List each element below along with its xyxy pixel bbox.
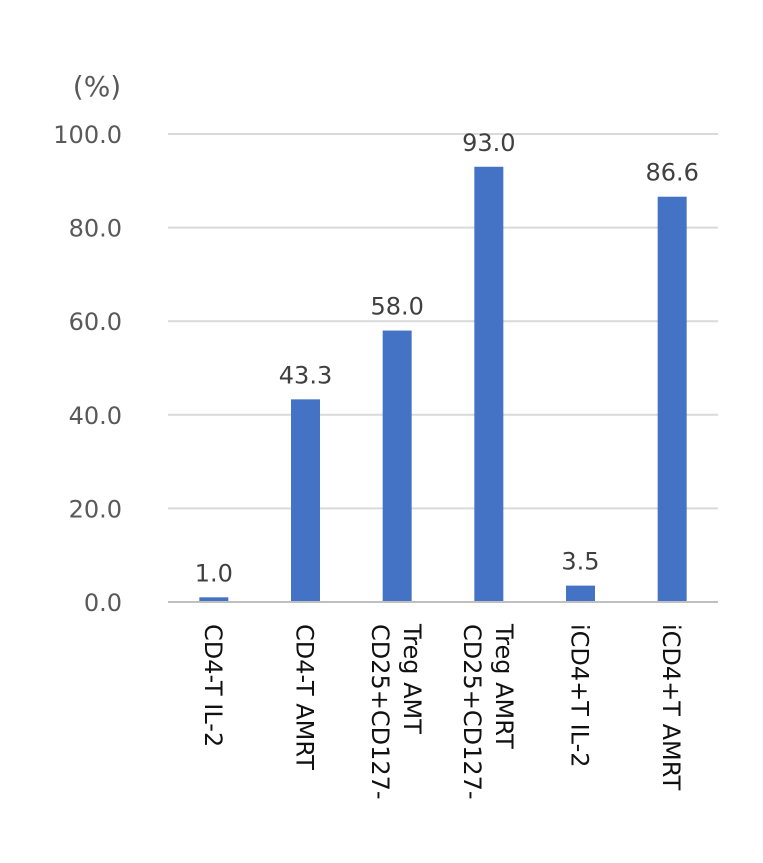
data-label-5: 86.6: [645, 159, 698, 187]
x-tick-label-3: CD25+CD127- Treg AMRT: [458, 623, 518, 800]
data-label-1: 43.3: [279, 361, 332, 389]
axes: 0.0 20.0 40.0 60.0 80.0 100.0 CD4-T IL-2 CD4-T …: [53, 121, 718, 800]
data-label-3: 93.0: [462, 129, 515, 157]
bar-5: [657, 196, 687, 602]
data-labels: 1.0 43.3 58.0 93.0 3.5 86.6: [195, 129, 699, 588]
x-tick-label-line: CD4-T IL-2: [199, 624, 227, 747]
y-tick-label-1: 20.0: [69, 495, 122, 523]
data-label-2: 58.0: [370, 293, 423, 321]
bar-3: [474, 166, 504, 602]
x-tick-label-line: Treg AMRT: [490, 623, 518, 749]
x-tick-label-4: iCD4+T IL-2: [566, 624, 594, 768]
data-label-4: 3.5: [561, 548, 599, 576]
gridlines: [168, 133, 718, 510]
y-tick-label-4: 80.0: [69, 215, 122, 243]
bar-0: [199, 597, 229, 602]
data-label-0: 1.0: [195, 559, 233, 587]
bars: [199, 166, 687, 602]
x-tick-label-0: CD4-T IL-2: [199, 624, 227, 747]
y-tick-label-3: 60.0: [69, 308, 122, 336]
y-tick-label-0: 0.0: [84, 589, 122, 617]
x-tick-label-line: iCD4+T AMRT: [657, 624, 685, 791]
bar-2: [382, 330, 412, 602]
y-axis-unit-label: (%): [73, 70, 121, 103]
x-tick-label-1: CD4-T AMRT: [291, 624, 319, 770]
x-tick-label-line: iCD4+T IL-2: [566, 624, 594, 768]
bar-1: [291, 399, 320, 602]
x-tick-label-line: Treg AMT: [398, 623, 426, 734]
x-tick-label-line: CD25+CD127-: [366, 624, 394, 800]
x-tick-label-2: CD25+CD127- Treg AMT: [366, 623, 426, 800]
x-tick-label-line: CD25+CD127-: [458, 624, 486, 800]
y-tick-label-2: 40.0: [69, 402, 122, 430]
x-tick-label-5: iCD4+T AMRT: [657, 624, 685, 791]
y-tick-label-5: 100.0: [53, 121, 122, 149]
bar-4: [566, 585, 595, 602]
x-tick-label-line: CD4-T AMRT: [291, 624, 319, 770]
